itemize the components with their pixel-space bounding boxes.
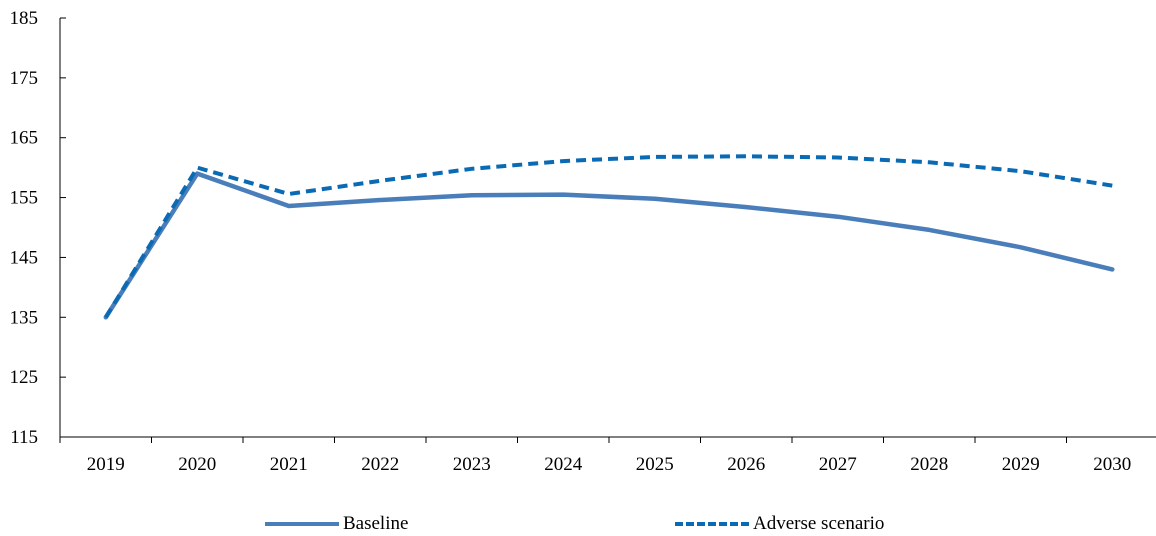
y-tick-label: 135 bbox=[10, 307, 39, 328]
x-tick-label: 2020 bbox=[178, 454, 216, 475]
legend-item-baseline: Baseline bbox=[265, 512, 408, 536]
y-tick-label: 115 bbox=[10, 427, 38, 448]
series-layer bbox=[103, 154, 1115, 320]
y-tick-label: 145 bbox=[10, 247, 39, 268]
legend-item-adverse-scenario: Adverse scenario bbox=[675, 512, 884, 536]
x-tick-label: 2027 bbox=[819, 454, 857, 475]
legend-label-baseline: Baseline bbox=[343, 513, 409, 534]
x-tick-label: 2025 bbox=[636, 454, 674, 475]
series-line-adverse-scenario bbox=[104, 154, 1113, 319]
legend-label-adverse-scenario: Adverse scenario bbox=[753, 513, 885, 534]
legend-swatch-adverse-scenario bbox=[675, 522, 749, 526]
y-axis: 115 125 135 145 155 165 175 185 bbox=[10, 8, 66, 448]
x-tick-label: 2030 bbox=[1093, 454, 1131, 475]
x-tick-label: 2021 bbox=[270, 454, 308, 475]
y-tick-label: 125 bbox=[10, 367, 39, 388]
x-tick-label: 2022 bbox=[361, 454, 399, 475]
y-tick-label: 185 bbox=[10, 8, 39, 29]
x-tick-label: 2024 bbox=[544, 454, 583, 475]
x-tick-label: 2029 bbox=[1002, 454, 1040, 475]
x-tick-label: 2023 bbox=[453, 454, 491, 475]
legend-swatch-baseline bbox=[265, 522, 339, 526]
y-tick-label: 175 bbox=[10, 68, 39, 89]
x-tick-label: 2026 bbox=[727, 454, 765, 475]
y-tick-label: 165 bbox=[10, 128, 39, 149]
y-tick-label: 155 bbox=[10, 188, 39, 209]
x-tick-label: 2028 bbox=[910, 454, 948, 475]
series-line-baseline bbox=[103, 171, 1115, 320]
x-axis: 2019 2020 2021 2022 2023 2024 2025 2026 2027 2028… bbox=[59, 436, 1156, 475]
x-tick-label: 2019 bbox=[87, 454, 125, 475]
